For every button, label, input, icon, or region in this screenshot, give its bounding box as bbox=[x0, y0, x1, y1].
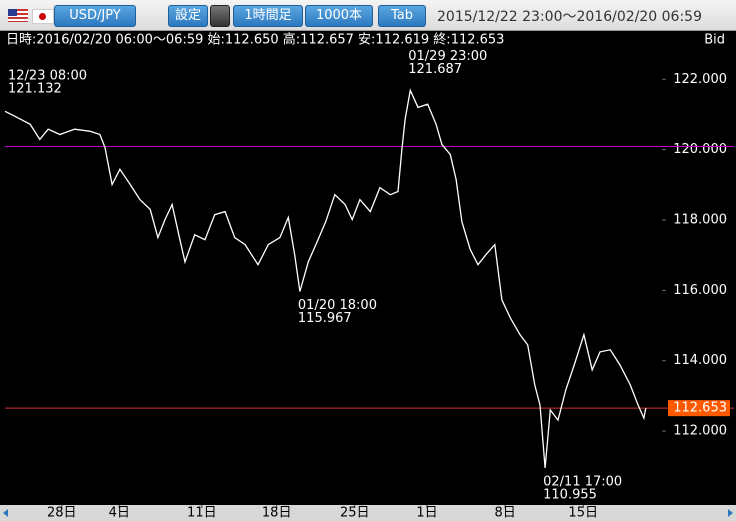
side-label: Bid bbox=[704, 33, 725, 48]
x-tick-label: 11日 bbox=[187, 506, 217, 521]
info-line: 日時:2016/02/20 06:00～06:59 始:112.650 高:11… bbox=[6, 32, 504, 48]
x-tick-label: 15日 bbox=[568, 506, 598, 521]
x-tick-label: 18日 bbox=[262, 506, 292, 521]
jp-flag bbox=[32, 9, 54, 24]
annotation-price: 121.687 bbox=[408, 62, 462, 77]
annotation-time: 01/20 18:00 bbox=[298, 298, 377, 313]
y-tick-label: 114.000 bbox=[673, 353, 727, 368]
scroll-left[interactable] bbox=[3, 509, 8, 517]
price-label-box bbox=[668, 400, 730, 417]
settings-button[interactable]: 設定 bbox=[168, 5, 208, 27]
price-line-series bbox=[4, 88, 647, 468]
y-tick-label: 112.000 bbox=[673, 424, 727, 439]
price-label: 112.653 bbox=[673, 401, 727, 416]
y-tick-label: 118.000 bbox=[673, 213, 727, 228]
annotation-price: 110.955 bbox=[543, 487, 597, 502]
annotation-time: 02/11 17:00 bbox=[543, 474, 622, 489]
timeframe-button[interactable]: 1時間足 bbox=[233, 5, 303, 27]
date-range: 2015/12/22 23:00～2016/02/20 06:59 bbox=[437, 9, 702, 25]
us-flag bbox=[8, 9, 28, 22]
x-tick-label: 4日 bbox=[109, 506, 130, 521]
tab-button[interactable]: Tab bbox=[378, 5, 426, 27]
x-tick-label: 25日 bbox=[340, 506, 370, 521]
bars-button[interactable]: 1000本 bbox=[305, 5, 373, 27]
pair-button[interactable]: USD/JPY bbox=[54, 5, 136, 27]
toolbar: USD/JPY 設定 1時間足 1000本 Tab 2015/12/22 23:… bbox=[0, 0, 736, 31]
x-tick-label: 8日 bbox=[494, 506, 515, 521]
x-axis-bar bbox=[0, 505, 736, 521]
annotation-time: 01/29 23:00 bbox=[408, 49, 487, 64]
x-tick-label: 1日 bbox=[416, 506, 437, 521]
annotation-time: 12/23 08:00 bbox=[8, 68, 87, 83]
annotation-price: 115.967 bbox=[298, 311, 352, 326]
y-tick-label: 120.000 bbox=[673, 142, 727, 157]
chart: 日時:2016/02/20 06:00～06:59 始:112.650 高:11… bbox=[0, 31, 736, 521]
y-tick-label: 116.000 bbox=[673, 283, 727, 298]
scroll-right[interactable] bbox=[728, 509, 733, 517]
x-tick-label: 28日 bbox=[47, 506, 77, 521]
y-tick-label: 122.000 bbox=[673, 72, 727, 87]
annotation-price: 121.132 bbox=[8, 81, 62, 96]
plot-background bbox=[0, 31, 736, 505]
calc-button[interactable] bbox=[210, 5, 230, 27]
